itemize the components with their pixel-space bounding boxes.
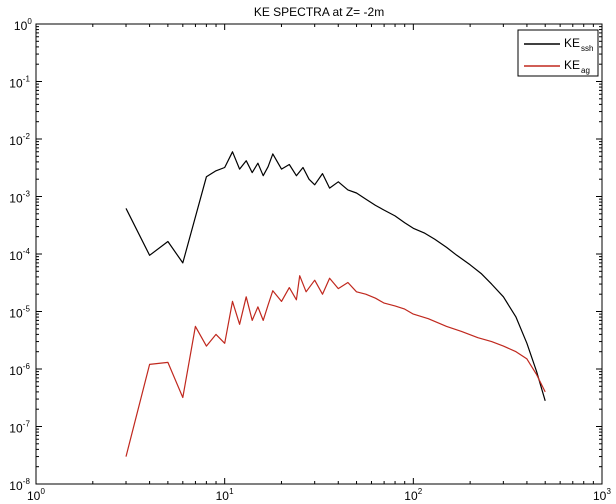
y-tick-label: 10 -3	[9, 190, 30, 206]
y-tick-label-base: 10	[9, 307, 23, 321]
y-tick-label-base: 10	[9, 249, 23, 263]
legend-label-ssh: KE	[564, 36, 580, 50]
y-tick-label-base: 10	[9, 77, 23, 91]
y-tick-label-exponent: -4	[23, 247, 31, 256]
y-tick-label: 10 0	[14, 17, 33, 33]
x-tick-label-exponent: 1	[229, 487, 234, 496]
series-line-ssh	[125, 151, 546, 401]
axis-tick-labels: 10 0 10 1 10 2 10 310 010 -110 -210 -310 -410 -510 -61…	[9, 17, 611, 503]
x-tick-label: 10 2	[404, 487, 423, 503]
y-tick-label-exponent: -6	[23, 362, 31, 371]
x-tick-label: 10 3	[593, 487, 612, 503]
y-tick-label: 10 -7	[9, 420, 30, 436]
legend-subscript-ag: ag	[581, 66, 590, 75]
y-tick-label: 10 -6	[9, 362, 30, 378]
y-tick-label-base: 10	[9, 479, 23, 493]
series-line-ag	[125, 275, 546, 457]
chart-title: KE SPECTRA at Z= -2m	[254, 5, 384, 19]
y-tick-label-exponent: -5	[23, 305, 31, 314]
y-tick-label-base: 10	[9, 134, 23, 148]
x-tick-label-base: 10	[216, 489, 230, 503]
legend-subscript-ssh: ssh	[581, 44, 593, 53]
y-tick-label: 10 -1	[9, 75, 30, 91]
y-tick-label: 10 -5	[9, 305, 30, 321]
x-tick-label-base: 10	[404, 489, 418, 503]
y-tick-label-base: 10	[9, 364, 23, 378]
plot-frame	[35, 23, 603, 485]
y-tick-label-base: 10	[14, 19, 28, 33]
y-tick-label-exponent: -1	[23, 75, 31, 84]
x-tick-label-exponent: 0	[40, 487, 45, 496]
y-tick-label-exponent: 0	[27, 17, 32, 26]
y-tick-label: 10 -8	[9, 477, 30, 493]
x-tick-label-base: 10	[593, 489, 607, 503]
series-lines	[125, 151, 546, 457]
x-tick-label: 10 0	[27, 487, 46, 503]
y-tick-label-exponent: -3	[23, 190, 31, 199]
y-tick-label: 10 -2	[9, 132, 30, 148]
y-tick-label-base: 10	[9, 422, 23, 436]
x-tick-label: 10 1	[216, 487, 235, 503]
y-tick-label-exponent: -7	[23, 420, 31, 429]
axis-ticks	[35, 23, 603, 485]
y-tick-label-exponent: -2	[23, 132, 31, 141]
legend-label-ag: KE	[564, 58, 580, 72]
x-tick-label-base: 10	[27, 489, 41, 503]
x-tick-label-exponent: 2	[418, 487, 423, 496]
y-tick-label-exponent: -8	[23, 477, 31, 486]
y-tick-label-base: 10	[9, 192, 23, 206]
y-tick-label: 10 -4	[9, 247, 30, 263]
x-tick-label-exponent: 3	[606, 487, 611, 496]
legend-box	[517, 29, 599, 77]
